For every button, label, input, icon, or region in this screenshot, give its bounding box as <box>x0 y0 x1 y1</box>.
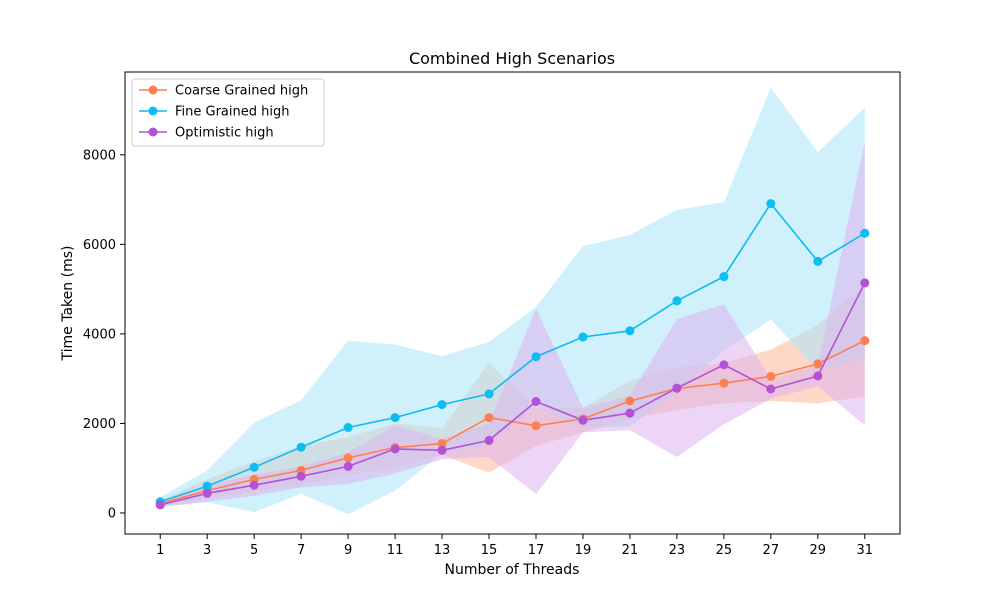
point-series-0-8 <box>531 421 541 431</box>
point-series-2-9 <box>578 415 588 425</box>
legend-label-1: Fine Grained high <box>175 105 289 120</box>
x-tick-label-8: 17 <box>528 543 545 558</box>
point-series-0-12 <box>719 378 729 388</box>
y-axis: 0 2000 4000 6000 8000 <box>83 148 125 521</box>
point-series-1-7 <box>484 389 494 399</box>
x-tick-label-12: 25 <box>716 543 733 558</box>
y-tick-label-4: 8000 <box>83 148 116 163</box>
point-series-2-7 <box>484 435 494 445</box>
point-series-2-11 <box>672 383 682 393</box>
x-tick-label-0: 1 <box>156 543 164 558</box>
y-tick-label-0: 0 <box>108 506 116 521</box>
legend-label-0: Coarse Grained high <box>175 84 308 99</box>
line-series-1 <box>159 202 866 503</box>
x-tick-label-11: 23 <box>669 543 686 558</box>
point-series-1-14 <box>813 256 823 266</box>
point-series-1-1 <box>202 481 212 491</box>
point-series-2-1 <box>202 488 212 498</box>
legend-marker-2 <box>148 127 158 137</box>
point-series-1-4 <box>343 423 353 432</box>
point-series-2-3 <box>296 471 306 481</box>
point-series-0-14 <box>813 359 823 369</box>
x-tick-label-6: 13 <box>434 543 451 558</box>
point-series-0-13 <box>766 371 776 381</box>
point-series-2-5 <box>390 444 400 454</box>
x-tick-label-14: 29 <box>810 543 827 558</box>
y-tick-label-3: 6000 <box>83 238 116 253</box>
x-tick-label-4: 9 <box>344 543 352 558</box>
point-series-0-4 <box>343 453 353 463</box>
series-lines <box>159 202 866 506</box>
point-series-2-8 <box>531 397 541 406</box>
point-series-1-6 <box>437 400 447 410</box>
point-series-2-0 <box>155 500 165 510</box>
x-tick-label-3: 7 <box>297 543 305 558</box>
x-tick-label-15: 31 <box>856 543 873 558</box>
x-tick-label-7: 15 <box>481 543 498 558</box>
chart-title: Combined High Scenarios <box>409 49 615 68</box>
legend-marker-1 <box>148 106 158 116</box>
x-tick-label-13: 27 <box>763 543 780 558</box>
x-tick-label-2: 5 <box>250 543 258 558</box>
point-series-2-10 <box>625 408 635 418</box>
band-series-1 <box>160 87 865 515</box>
point-series-2-4 <box>343 461 353 471</box>
point-series-1-10 <box>625 326 635 336</box>
x-tick-label-1: 3 <box>203 543 211 558</box>
point-series-0-15 <box>860 336 870 346</box>
y-tick-label-2: 4000 <box>83 327 116 342</box>
point-series-1-5 <box>390 413 400 423</box>
point-series-1-11 <box>672 296 682 306</box>
point-series-0-6 <box>437 439 447 449</box>
band-series-2 <box>160 141 865 508</box>
x-axis: 1 3 5 7 9 11 13 15 17 19 21 23 25 27 29 31 <box>156 534 873 558</box>
x-axis-title: Number of Threads <box>445 562 580 578</box>
x-tick-label-10: 21 <box>622 543 639 558</box>
confidence-bands <box>160 87 865 515</box>
line-series-2 <box>160 282 866 506</box>
point-series-2-15 <box>860 278 870 288</box>
point-series-2-2 <box>249 480 259 490</box>
point-series-1-15 <box>860 228 870 238</box>
series-points <box>155 199 870 510</box>
point-series-2-13 <box>766 384 776 394</box>
point-series-1-12 <box>719 272 729 282</box>
point-series-1-9 <box>578 332 588 342</box>
point-series-1-3 <box>296 442 306 452</box>
legend: Coarse Grained high Fine Grained high Opti… <box>131 78 325 147</box>
point-series-2-12 <box>719 360 729 370</box>
point-series-1-2 <box>249 462 259 472</box>
point-series-0-7 <box>484 413 494 423</box>
y-axis-title: Time Taken (ms) <box>60 246 76 362</box>
plot-area <box>124 71 901 535</box>
legend-label-2: Optimistic high <box>175 126 274 141</box>
point-series-0-10 <box>625 396 635 406</box>
legend-box <box>131 78 325 147</box>
point-series-2-6 <box>437 445 447 455</box>
point-series-2-14 <box>813 371 823 381</box>
legend-marker-0 <box>148 85 158 95</box>
x-tick-label-5: 11 <box>387 543 404 558</box>
point-series-1-8 <box>531 352 541 362</box>
y-tick-label-1: 2000 <box>83 417 116 432</box>
point-series-1-13 <box>766 199 776 209</box>
x-tick-label-9: 19 <box>575 543 592 558</box>
